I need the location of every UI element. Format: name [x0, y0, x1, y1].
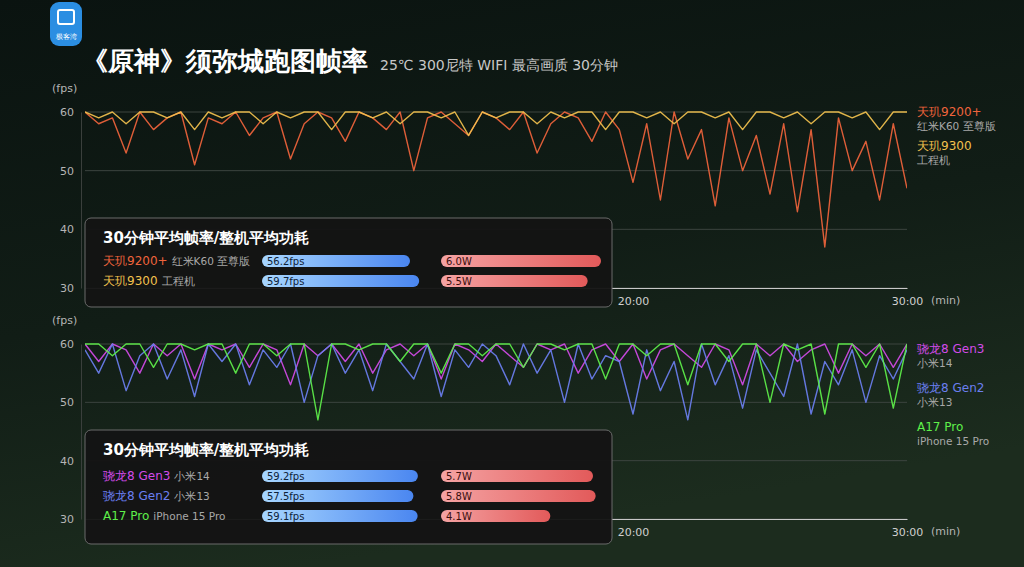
legend-name: 骁龙8 Gen3 [917, 342, 984, 356]
tick-label: 50 [60, 396, 74, 409]
axis-line [81, 113, 82, 289]
legend: 骁龙8 Gen3小米14 骁龙8 Gen2小米13 A17 ProiPhone 15… [917, 342, 989, 447]
tick: 60 [60, 106, 81, 119]
subtitle: 25℃ 300尼特 WIFI 最高画质 30分钟 [380, 57, 618, 73]
row-label: 天玑9300 [103, 274, 158, 288]
row-device: 小米14 [174, 470, 210, 482]
legend-name: 骁龙8 Gen2 [917, 381, 984, 395]
fps-bar [262, 490, 413, 502]
axis-line [81, 345, 82, 520]
fps-label: 56.2fps [267, 256, 304, 267]
grid [85, 112, 907, 288]
series-line [85, 344, 907, 420]
summary-box [85, 218, 612, 307]
summary-title: 30分钟平均帧率/整机平均功耗 [103, 441, 309, 459]
y-axis: 30 40 50 60 [60, 338, 82, 526]
tick-label: 30 [60, 513, 74, 526]
tick: 30:00 [892, 288, 924, 308]
legend-device: 红米K60 至尊版 [917, 120, 996, 132]
row-label: 天玑9200+ [103, 254, 168, 268]
power-bar [441, 470, 593, 482]
plot-area [85, 344, 907, 420]
power-label: 6.0W [446, 256, 472, 267]
tick: 50 [60, 165, 81, 178]
fps-label: 59.7fps [267, 276, 304, 287]
legend-device: 小米13 [917, 396, 952, 408]
tick: 40 [60, 223, 81, 236]
tick: 20:00 [618, 288, 650, 308]
logo-text: 极客湾 [55, 33, 77, 41]
logo: 极客湾 [50, 2, 82, 46]
series-line [85, 344, 907, 420]
y-axis-title: (fps) [52, 82, 77, 95]
power-label: 4.1W [446, 511, 472, 522]
panel: 3040506020:0030:00(fps)(min)天玑9200+红米K60… [52, 82, 996, 308]
power-bar [441, 510, 550, 522]
fps-bar [262, 510, 418, 522]
tick-label: 40 [60, 455, 74, 468]
power-bar [441, 275, 588, 287]
tick-label: 60 [60, 106, 74, 119]
panel: 3040506020:0030:00(fps)(min)骁龙8 Gen3小米14… [52, 314, 989, 544]
tick-label: 50 [60, 165, 74, 178]
series-line [85, 112, 907, 135]
y-axis-title: (fps) [52, 314, 77, 327]
legend-device: iPhone 15 Pro [917, 435, 989, 447]
tick: 30 [60, 513, 81, 526]
tick: 50 [60, 396, 81, 409]
y-axis: 30 40 50 60 [60, 106, 82, 295]
tick: 30:00 [892, 519, 924, 539]
background [0, 0, 1024, 567]
power-bar [441, 490, 596, 502]
fps-label: 57.5fps [267, 491, 304, 502]
fps-label: 59.2fps [267, 471, 304, 482]
legend-name: 天玑9200+ [917, 105, 982, 119]
tick: 60 [60, 338, 81, 351]
tick-label: 30 [60, 282, 74, 295]
row-device: 红米K60 至尊版 [172, 255, 251, 267]
power-label: 5.8W [446, 491, 472, 502]
legend-device: 小米14 [917, 357, 953, 369]
grid-line [85, 170, 907, 171]
title: 《原神》须弥城跑图帧率 [82, 46, 368, 76]
tick-label: 20:00 [618, 526, 650, 539]
fps-bar [262, 275, 419, 287]
tick: 30 [60, 282, 81, 295]
tick-label: 30:00 [892, 526, 924, 539]
summary-panel: 30分钟平均帧率/整机平均功耗天玑9200+ 红米K60 至尊版 56.2fps 6.… [85, 218, 612, 307]
fps-bar [262, 255, 410, 267]
legend-name: 天玑9300 [917, 139, 972, 153]
fps-label: 59.1fps [267, 511, 304, 522]
row-label: 骁龙8 Gen2 [103, 489, 170, 503]
summary-panel: 30分钟平均帧率/整机平均功耗骁龙8 Gen3 小米14 59.2fps 5.7W 骁龙… [85, 430, 612, 544]
tick: 40 [60, 455, 81, 468]
legend: 天玑9200+红米K60 至尊版天玑9300工程机 [917, 105, 996, 166]
summary-title: 30分钟平均帧率/整机平均功耗 [103, 229, 309, 247]
chart-root: 极客湾《原神》须弥城跑图帧率 25℃ 300尼特 WIFI 最高画质 30分钟 30… [0, 0, 1024, 567]
legend-device: 工程机 [917, 154, 950, 166]
x-axis-title: (min) [931, 525, 960, 538]
tick-label: 40 [60, 223, 74, 236]
tick-label: 20:00 [618, 295, 650, 308]
x-axis-title: (min) [931, 294, 960, 307]
legend-name: A17 Pro [917, 420, 963, 434]
row-label: A17 Pro [103, 509, 149, 523]
tick-label: 30:00 [892, 295, 924, 308]
row-device: iPhone 15 Pro [153, 510, 225, 522]
row-device: 小米13 [174, 490, 209, 502]
power-bar [441, 255, 601, 267]
fps-bar [262, 470, 418, 482]
power-label: 5.5W [446, 276, 472, 287]
row-label: 骁龙8 Gen3 [103, 469, 170, 483]
tick: 20:00 [618, 519, 650, 539]
row-device: 工程机 [162, 275, 195, 287]
power-label: 5.7W [446, 471, 472, 482]
logo-icon [58, 10, 74, 24]
summary-box [85, 430, 612, 544]
tick-label: 60 [60, 338, 74, 351]
logo-badge [50, 2, 82, 46]
series-line [85, 344, 907, 385]
grid-line [85, 402, 907, 403]
